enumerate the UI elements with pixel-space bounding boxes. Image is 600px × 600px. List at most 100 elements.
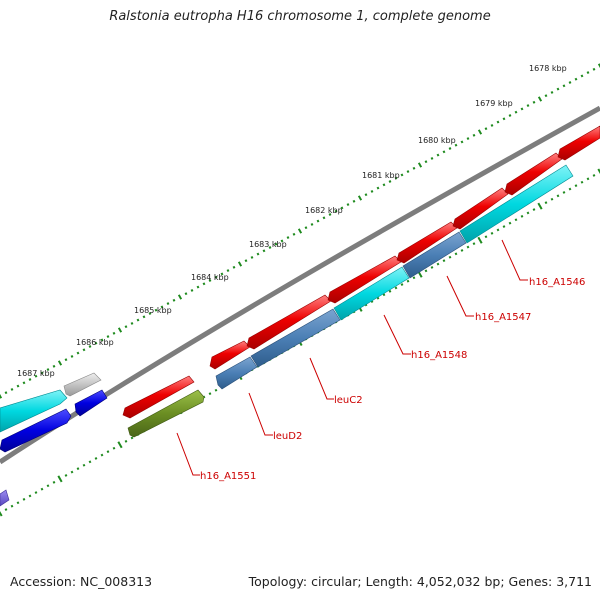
minor-tick <box>460 249 464 252</box>
minor-tick <box>28 378 32 381</box>
minor-tick <box>130 321 134 325</box>
gene-arrow[interactable] <box>0 389 68 433</box>
gene-label[interactable]: leuC2 <box>334 395 363 406</box>
gene-arrow[interactable] <box>74 389 108 417</box>
minor-tick <box>430 266 434 269</box>
minor-tick <box>166 302 170 306</box>
minor-tick <box>586 177 590 181</box>
gene-label[interactable]: h16_A1548 <box>411 350 467 361</box>
gene-label[interactable]: h16_A1547 <box>475 312 531 323</box>
minor-tick <box>364 193 368 197</box>
minor-tick <box>244 259 248 263</box>
minor-tick <box>214 275 218 279</box>
gene-arrow[interactable] <box>127 389 205 438</box>
minor-tick <box>394 286 398 290</box>
gene-callouts <box>176 239 528 476</box>
major-tick <box>117 327 123 333</box>
gene-arrow[interactable] <box>557 125 600 161</box>
callout-line <box>383 314 411 355</box>
minor-tick <box>112 446 116 450</box>
minor-tick <box>370 189 374 193</box>
minor-tick <box>484 127 488 131</box>
minor-tick <box>88 460 92 464</box>
minor-tick <box>34 491 38 494</box>
minor-tick <box>148 312 152 315</box>
minor-tick <box>388 289 392 293</box>
minor-tick <box>286 236 290 240</box>
gene-arrow[interactable] <box>63 372 102 397</box>
gene-arrow[interactable] <box>122 375 195 419</box>
minor-tick <box>508 221 512 225</box>
minor-tick <box>70 354 74 358</box>
gene-arrow[interactable] <box>246 294 332 350</box>
major-tick <box>597 63 600 69</box>
gene-arrow[interactable] <box>452 187 509 230</box>
callout-line <box>248 392 273 436</box>
minor-tick <box>568 187 572 191</box>
minor-tick <box>454 252 458 256</box>
minor-tick <box>310 222 314 226</box>
minor-tick <box>406 279 410 283</box>
minor-tick <box>316 219 320 223</box>
minor-tick <box>64 474 68 477</box>
gene-label[interactable]: leuD2 <box>273 431 302 442</box>
minor-tick <box>514 110 518 114</box>
gene-arrow[interactable] <box>0 408 72 453</box>
gene-arrow[interactable] <box>402 231 467 279</box>
minor-tick <box>10 387 14 391</box>
gene-arrow[interactable] <box>396 221 458 264</box>
minor-tick <box>226 269 230 273</box>
minor-tick <box>400 283 404 286</box>
gene-arrow[interactable] <box>333 266 410 321</box>
minor-tick <box>490 231 494 235</box>
gene-arrow[interactable] <box>327 255 402 304</box>
minor-tick <box>352 199 356 203</box>
minor-tick <box>94 457 98 460</box>
gene-arrow[interactable] <box>0 489 10 507</box>
scale-label: 1682 kbp <box>305 206 343 215</box>
gene-arrow[interactable] <box>215 356 258 390</box>
minor-tick <box>502 225 506 228</box>
scale-label: 1687 kbp <box>17 369 55 378</box>
minor-tick <box>382 293 386 297</box>
minor-tick <box>172 298 176 302</box>
minor-tick <box>592 67 596 71</box>
minor-tick <box>424 160 428 164</box>
minor-tick <box>100 338 104 342</box>
gene-arrow[interactable] <box>209 340 251 370</box>
minor-tick <box>142 315 146 319</box>
gene-arrow[interactable] <box>250 308 341 368</box>
gene-label[interactable]: h16_A1551 <box>200 471 256 482</box>
minor-tick <box>130 436 134 440</box>
minor-tick <box>448 147 452 150</box>
minor-tick <box>268 246 272 249</box>
minor-tick <box>520 107 524 111</box>
minor-tick <box>424 269 428 273</box>
minor-tick <box>520 214 524 218</box>
minor-tick <box>508 114 512 117</box>
gene-label[interactable]: h16_A1546 <box>529 277 585 288</box>
minor-tick <box>106 335 110 339</box>
minor-tick <box>46 368 50 372</box>
minor-tick <box>82 463 86 467</box>
minor-tick <box>550 197 554 201</box>
minor-tick <box>394 176 398 180</box>
minor-tick <box>94 341 98 345</box>
gene-arrow[interactable] <box>504 152 563 196</box>
minor-tick <box>514 218 518 222</box>
minor-tick <box>328 213 332 216</box>
minor-tick <box>580 74 584 78</box>
gene-arrow[interactable] <box>459 164 574 244</box>
major-tick <box>297 228 303 234</box>
minor-tick <box>220 272 224 276</box>
major-tick <box>537 202 543 210</box>
minor-tick <box>232 265 236 269</box>
minor-tick <box>412 166 416 170</box>
minor-tick <box>466 245 470 249</box>
minor-tick <box>52 480 56 484</box>
minor-tick <box>442 150 446 154</box>
minor-tick <box>88 345 92 348</box>
minor-tick <box>430 156 434 160</box>
